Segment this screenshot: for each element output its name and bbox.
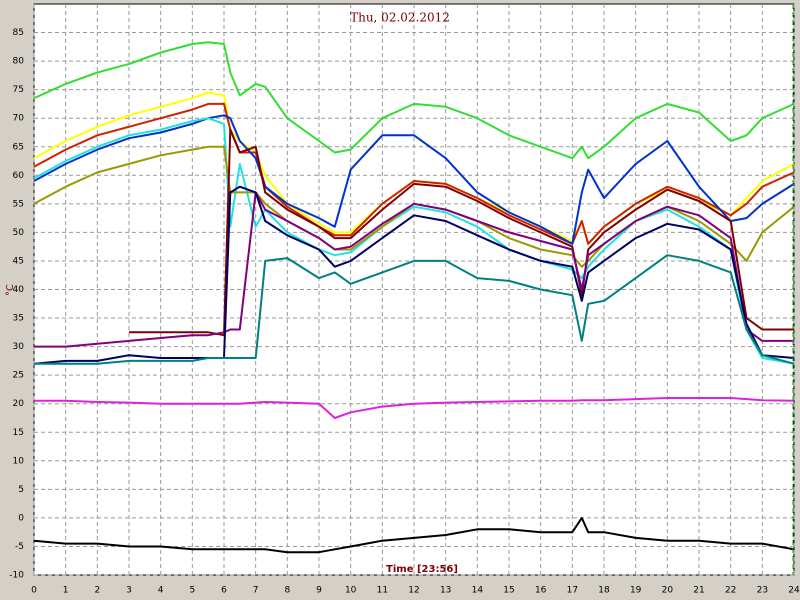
grid <box>33 4 795 576</box>
x-tick-label: 15 <box>503 586 514 596</box>
x-tick-label: 22 <box>725 586 736 596</box>
x-tick-label: 3 <box>126 586 132 596</box>
series-line <box>34 191 794 348</box>
y-tick-label: 80 <box>13 57 25 67</box>
y-tick-label: 35 <box>13 314 24 324</box>
y-tick-label: 10 <box>13 456 25 466</box>
x-tick-label: 1 <box>63 586 69 596</box>
x-tick-label: 19 <box>630 586 642 596</box>
x-tick-label: 21 <box>693 586 704 596</box>
y-tick-label: 20 <box>13 399 25 409</box>
series-line <box>33 516 795 554</box>
x-tick-label: 17 <box>567 586 578 596</box>
series-line <box>34 254 795 365</box>
x-tick-label: 13 <box>440 586 451 596</box>
x-tick-label: 16 <box>535 586 547 596</box>
x-tick-label: 12 <box>408 586 419 596</box>
series-line <box>34 397 795 419</box>
x-tick-label: 24 <box>788 586 800 596</box>
y-axis-label: °C <box>5 284 16 296</box>
y-tick-label: 50 <box>13 228 25 238</box>
chart-title: Thu, 02.02.2012 <box>350 11 450 25</box>
y-tick-label: -10 <box>9 571 24 581</box>
y-tick-label: 55 <box>13 199 24 209</box>
y-tick-label: 70 <box>13 114 25 124</box>
y-tick-label: 60 <box>13 171 25 181</box>
x-tick-label: 11 <box>377 586 388 596</box>
series-line <box>33 114 795 245</box>
lines <box>33 41 795 554</box>
series-line <box>33 102 795 245</box>
y-tick-label: 45 <box>13 256 24 266</box>
x-tick-label: 6 <box>221 586 227 596</box>
y-tick-label: 85 <box>13 28 24 38</box>
y-tick-label: 30 <box>13 342 25 352</box>
y-tick-label: 65 <box>13 142 24 152</box>
x-tick-label: 23 <box>757 586 768 596</box>
y-tick-label: 0 <box>18 513 24 523</box>
x-tick-label: 7 <box>253 586 259 596</box>
x-tick-label: 2 <box>94 586 100 596</box>
x-tick-label: 14 <box>472 586 484 596</box>
series-line <box>33 41 795 160</box>
y-tick-label: 40 <box>13 285 25 295</box>
x-tick-label: 20 <box>662 586 674 596</box>
y-tick-label: 5 <box>18 485 24 495</box>
y-tick-label: 25 <box>13 371 24 381</box>
y-tick-label: 75 <box>13 85 24 95</box>
x-tick-label: 10 <box>345 586 357 596</box>
x-tick-label: 9 <box>316 586 322 596</box>
series-line <box>33 185 795 365</box>
x-tick-label: 4 <box>158 586 164 596</box>
x-axis-label: Time [23:56] <box>386 564 458 575</box>
x-tick-label: 8 <box>284 586 290 596</box>
series-line <box>129 128 794 337</box>
x-tick-label: 5 <box>189 586 195 596</box>
y-tick-label: 15 <box>13 428 24 438</box>
x-tick-label: 18 <box>598 586 610 596</box>
x-tick-label: 0 <box>31 586 37 596</box>
y-tick-label: -5 <box>15 542 24 552</box>
